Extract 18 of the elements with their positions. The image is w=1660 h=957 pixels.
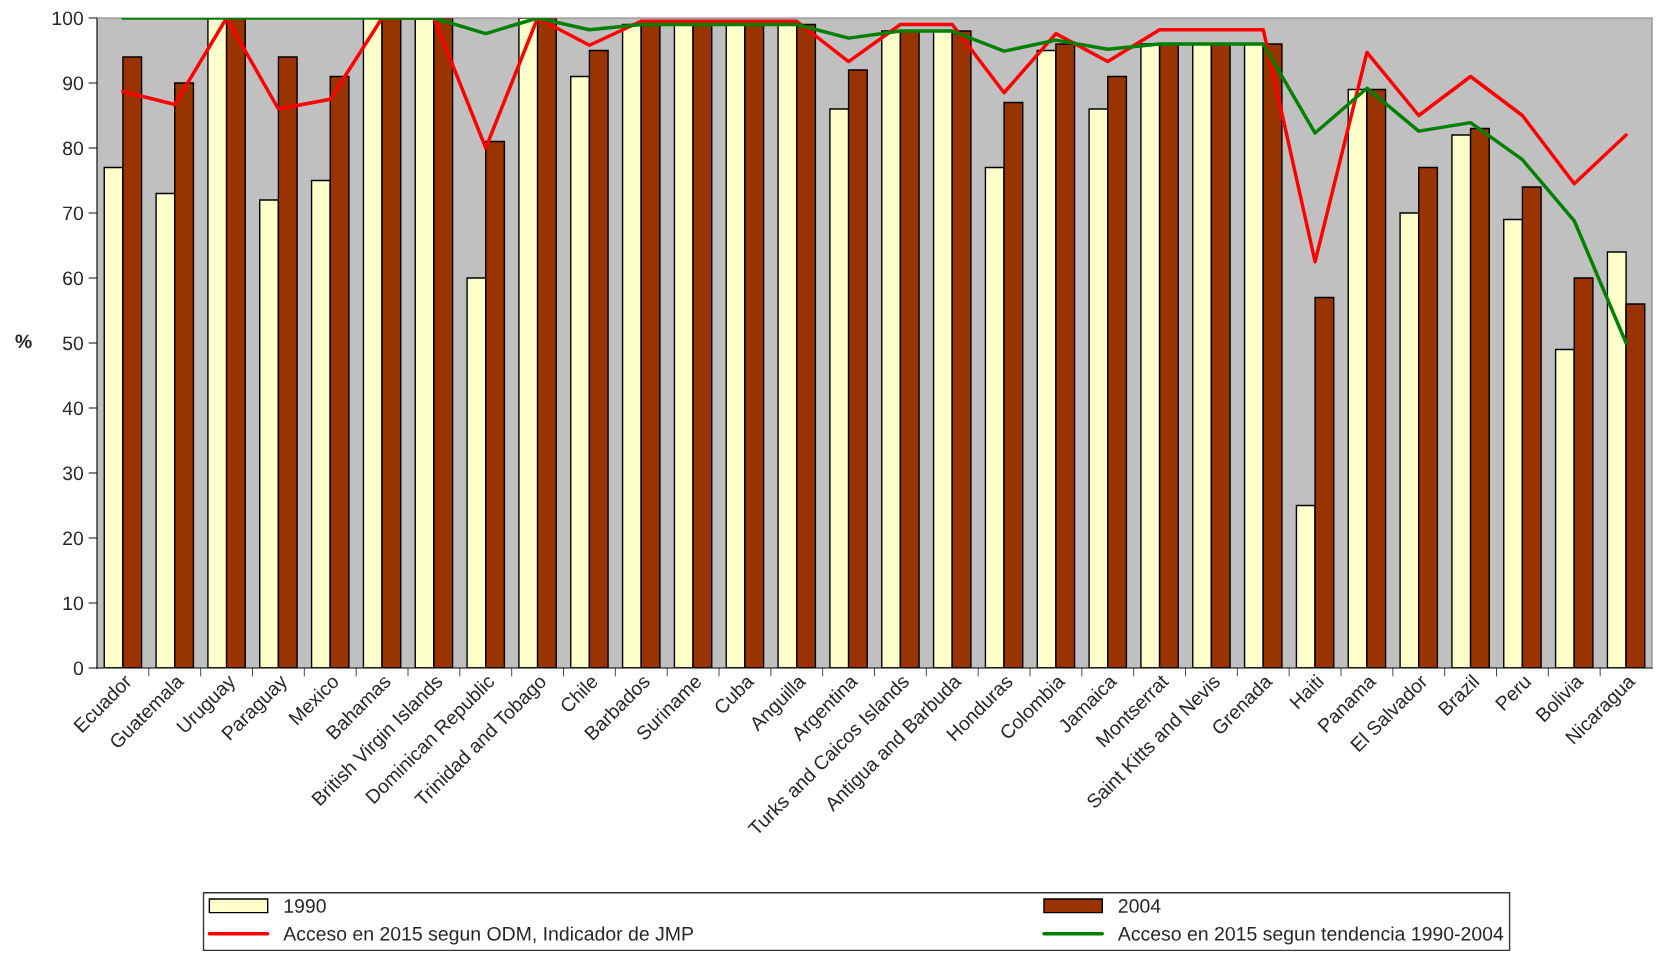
- line-series: [121, 18, 1628, 264]
- y-axis-title: %: [15, 334, 32, 349]
- y-tick-label: 0: [73, 661, 84, 676]
- line-series: [121, 18, 1628, 345]
- y-tick-label: 70: [63, 206, 84, 221]
- y-tick-label: 40: [62, 401, 84, 416]
- y-tick-label: 90: [63, 76, 84, 91]
- y-tick-label: 50: [62, 336, 84, 351]
- y-tick-label: 100: [52, 11, 84, 26]
- y-tick-label: 10: [63, 596, 84, 611]
- y-tick-label: 20: [63, 531, 84, 546]
- legend-label: 2004: [1118, 899, 1161, 913]
- legend-label: 1990: [284, 899, 326, 913]
- legend-label: Acceso en 2015 segun tendencia 1990-2004: [1117, 926, 1504, 945]
- y-tick-label: 30: [62, 466, 84, 481]
- y-tick-label: 80: [63, 141, 84, 156]
- y-tick-label: 60: [63, 271, 84, 286]
- legend-label: Acceso en 2015 segun ODM, Indicador de JMP: [283, 926, 693, 945]
